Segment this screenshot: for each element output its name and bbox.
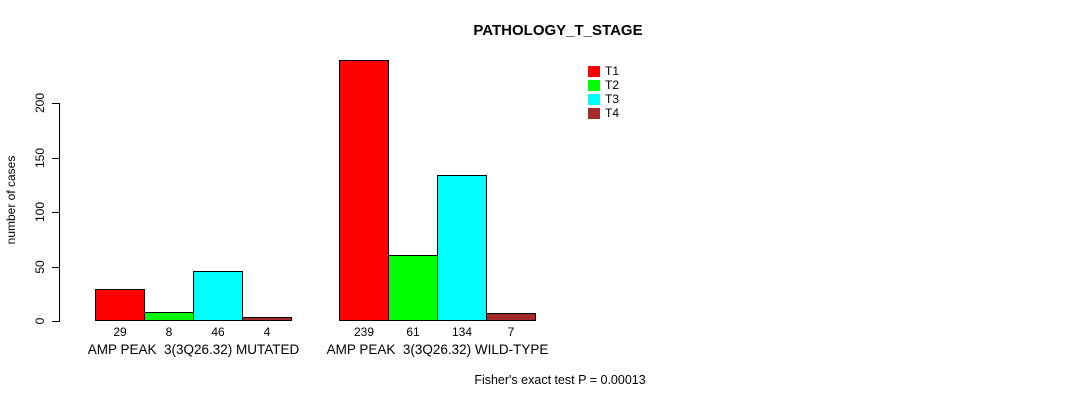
bar-value-label: 239 [353, 325, 375, 339]
bar-t1-group2 [339, 60, 389, 321]
chart-title: PATHOLOGY_T_STAGE [473, 22, 643, 39]
legend-label: T3 [605, 92, 620, 106]
legend-item-t1: T1 [588, 64, 619, 78]
bar-t3-group2 [437, 175, 487, 321]
bar-value-label: 46 [211, 325, 225, 339]
category-label-2: AMP PEAK 3(3Q26.32) WILD-TYPE [326, 342, 549, 357]
y-tick-label: 200 [33, 92, 47, 114]
y-tick-label: 0 [33, 317, 47, 325]
legend-swatch-t2 [588, 79, 600, 91]
fisher-test-annotation: Fisher's exact test P = 0.00013 [474, 373, 646, 387]
bar-value-label: 7 [507, 325, 515, 339]
y-tick-label: 100 [33, 201, 47, 223]
legend-swatch-t1 [588, 65, 600, 77]
bar-value-label: 4 [263, 325, 271, 339]
legend-swatch-t4 [588, 107, 600, 119]
legend-item-t3: T3 [588, 92, 619, 106]
bar-value-label: 134 [451, 325, 473, 339]
y-tick-mark [52, 321, 59, 322]
legend-label: T2 [605, 78, 620, 92]
bar-t3-group1 [193, 271, 243, 321]
y-axis-label: number of cases [4, 155, 18, 245]
bar-t4-group1 [242, 317, 292, 321]
legend-swatch-t3 [588, 93, 600, 105]
bar-value-label: 29 [113, 325, 127, 339]
y-tick-mark [52, 158, 59, 159]
bar-value-label: 61 [406, 325, 420, 339]
y-tick-label: 150 [33, 147, 47, 169]
y-axis-line [59, 103, 60, 322]
legend-label: T1 [605, 64, 620, 78]
bar-t4-group2 [486, 313, 536, 321]
bar-t2-group1 [144, 312, 194, 321]
bar-t2-group2 [388, 255, 438, 321]
legend-item-t2: T2 [588, 78, 619, 92]
legend-label: T4 [605, 106, 620, 120]
y-tick-label: 50 [33, 260, 47, 274]
legend: T1 T2 T3 T4 [588, 64, 619, 120]
bar-t1-group1 [95, 289, 145, 321]
category-label-1: AMP PEAK 3(3Q26.32) MUTATED [87, 342, 300, 357]
y-tick-mark [52, 267, 59, 268]
legend-item-t4: T4 [588, 106, 619, 120]
y-tick-mark [52, 212, 59, 213]
bar-value-label: 8 [165, 325, 173, 339]
y-tick-mark [52, 103, 59, 104]
